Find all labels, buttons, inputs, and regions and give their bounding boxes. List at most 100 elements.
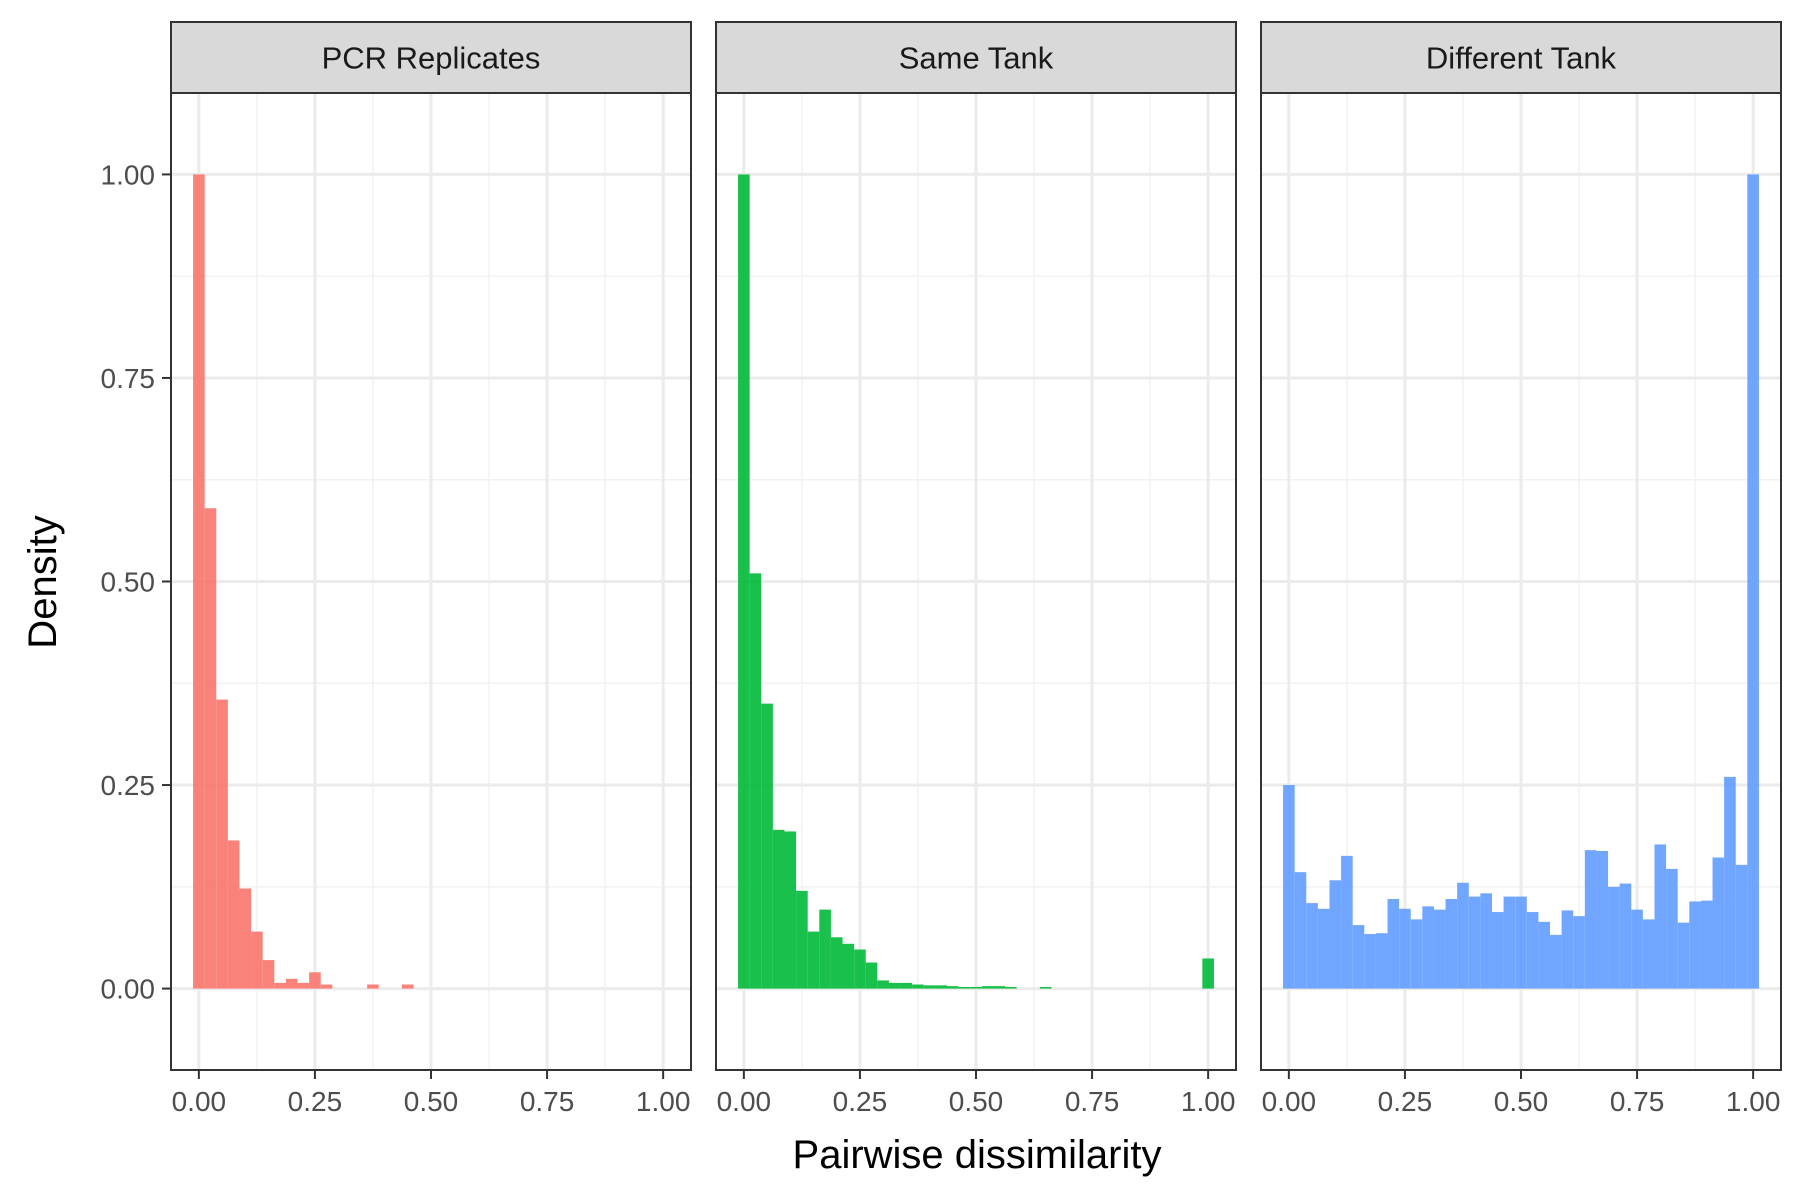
histogram-bar (1712, 857, 1725, 989)
histogram-bar (1619, 883, 1632, 989)
histogram-bar (1677, 922, 1690, 989)
histogram-bar (1283, 785, 1295, 989)
histogram-bar (1700, 900, 1713, 989)
y-tick-label: 1.00 (101, 159, 156, 190)
histogram-bar (1329, 880, 1342, 989)
x-tick-label: 0.25 (833, 1086, 888, 1117)
histogram-bar (401, 984, 414, 989)
histogram-bar (1515, 896, 1527, 989)
histogram-bar (830, 937, 843, 989)
histogram-bar (1468, 896, 1481, 989)
histogram-bar (1294, 872, 1307, 989)
panel-3: Different Tank 0.00 0.25 0.50 0.75 1.00 (1260, 21, 1782, 1117)
y-tick-label: 0.75 (101, 363, 156, 394)
histogram-bar (1642, 919, 1655, 989)
histogram-bar (1666, 868, 1678, 989)
facet-strip (170, 21, 692, 94)
x-axis-title: Pairwise dissimilarity (793, 1133, 1162, 1177)
histogram-bar (367, 984, 379, 989)
x-tick-label: 0.75 (1610, 1086, 1665, 1117)
histogram-bar (1654, 844, 1667, 989)
facet-strip (1260, 21, 1782, 94)
histogram-bar (888, 982, 901, 989)
x-tick-label: 0.00 (717, 1086, 772, 1117)
histogram-bar (761, 703, 773, 989)
histogram-bar (1491, 912, 1504, 989)
facet-strip-label: PCR Replicates (322, 41, 541, 76)
histogram-bar (1550, 934, 1562, 989)
histogram-bar (297, 982, 310, 989)
x-tick-label: 1.00 (1726, 1086, 1781, 1117)
histogram-bar (865, 962, 878, 989)
y-tick-label: 0.50 (101, 567, 156, 598)
histogram-bar (912, 984, 924, 989)
histogram-bar (274, 982, 286, 989)
histogram-bar (1005, 986, 1017, 989)
histogram-bar (923, 985, 936, 989)
x-tick-label: 0.50 (949, 1086, 1004, 1117)
histogram-bar (1608, 886, 1620, 989)
histogram-bar (981, 986, 994, 989)
histogram-bar (796, 890, 808, 989)
histogram-bar (1387, 899, 1400, 989)
histogram-bar (1584, 850, 1597, 989)
histogram-bar (1399, 908, 1411, 989)
histogram-bar (193, 174, 205, 989)
x-tick-label: 0.00 (172, 1086, 227, 1117)
x-tick-label: 0.00 (1262, 1086, 1317, 1117)
histogram-bar (204, 508, 217, 989)
panel-2: Same Tank 0.00 0.25 0.50 0.75 1.00 (715, 21, 1237, 1117)
y-axis-title: Density (21, 515, 65, 648)
x-tick-label: 0.75 (1065, 1086, 1120, 1117)
histogram-bar (877, 980, 889, 989)
histogram-bar (1306, 903, 1318, 989)
x-tick-label: 1.00 (1181, 1086, 1236, 1117)
histogram-bar (227, 840, 240, 989)
panel-1: PCR Replicates 0.00 0.25 0.50 0.75 1.00 (170, 21, 692, 1117)
histogram-bar (1039, 986, 1052, 989)
histogram-bar (935, 985, 947, 989)
histogram-bar (1445, 899, 1458, 989)
y-axis: 0.00 0.25 0.50 0.75 1.00 (101, 159, 171, 1005)
histogram-bar (309, 972, 321, 989)
histogram-bar (854, 949, 866, 989)
x-tick-label: 0.50 (404, 1086, 459, 1117)
histogram-bar (946, 986, 959, 989)
histogram-bar (1457, 882, 1469, 989)
facet-strip (715, 21, 1237, 94)
facet-strip-label: Same Tank (899, 41, 1054, 76)
histogram-bar (842, 943, 855, 989)
histogram-bar (1202, 958, 1214, 989)
histogram-bar (262, 960, 275, 989)
histogram-bar (1538, 921, 1551, 989)
histogram-bar (1503, 896, 1516, 989)
x-tick-label: 0.25 (1378, 1086, 1433, 1117)
y-tick-label: 0.00 (101, 974, 156, 1005)
x-tick-label: 0.75 (520, 1086, 575, 1117)
histogram-bar (900, 982, 913, 989)
histogram-bar (1480, 893, 1492, 989)
histogram-bar (1375, 933, 1388, 989)
histogram-bar (1526, 912, 1539, 989)
histogram-bar (1724, 776, 1736, 989)
x-tick-label: 0.50 (1494, 1086, 1549, 1117)
histogram-bar (251, 931, 263, 989)
histogram-bar (1410, 919, 1423, 989)
histogram-bar (239, 888, 252, 989)
histogram-bar (738, 174, 750, 989)
histogram-bar (1573, 916, 1585, 989)
histogram-bar (1735, 864, 1748, 989)
histogram-bar (993, 986, 1006, 989)
histogram-bar (1561, 910, 1574, 989)
histogram-bar (320, 984, 333, 989)
histogram-bar (285, 978, 298, 989)
facet-strip-label: Different Tank (1426, 41, 1617, 76)
histogram-bar (772, 829, 785, 989)
histogram-bar (807, 931, 820, 989)
histogram-bar (216, 699, 228, 989)
histogram-bar (1596, 850, 1609, 989)
histogram-bar (1631, 909, 1643, 989)
histogram-bar (819, 909, 831, 989)
